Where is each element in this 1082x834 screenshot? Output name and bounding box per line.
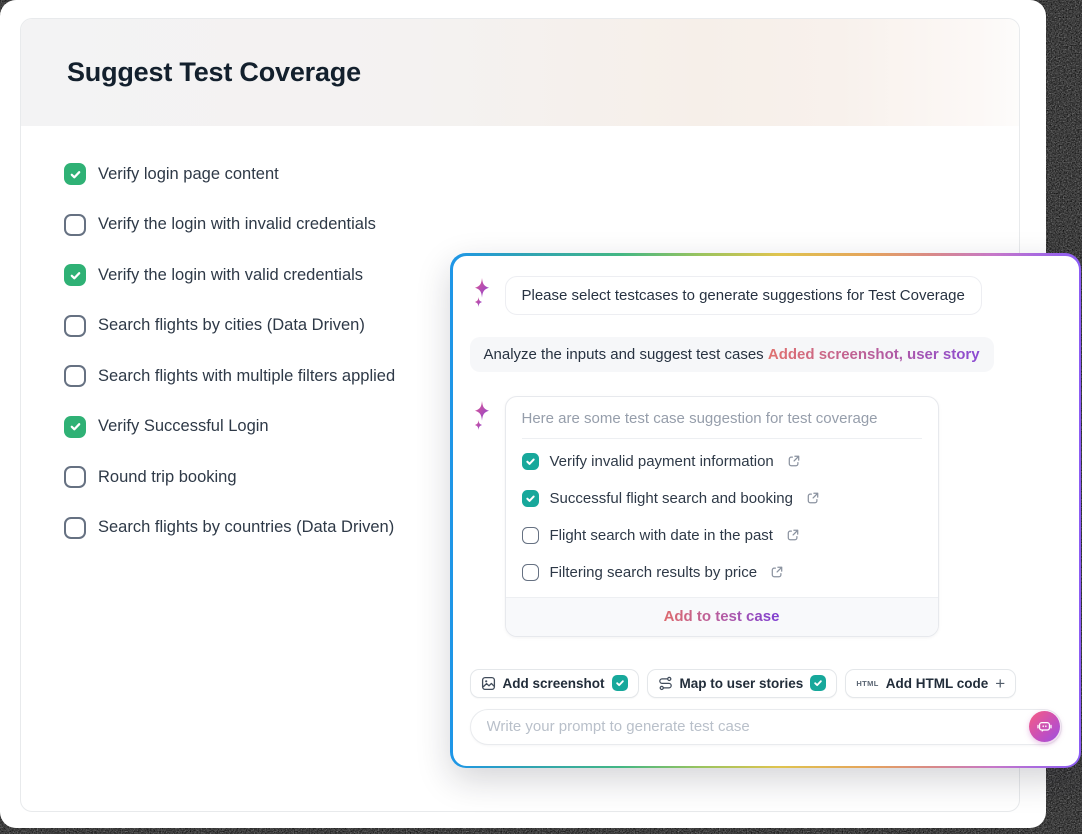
card-header: Suggest Test Coverage: [21, 19, 1019, 126]
checklist-item[interactable]: Verify login page content: [64, 163, 395, 185]
user-prompt-message: Analyze the inputs and suggest test case…: [469, 336, 994, 372]
attachment-chip-row: Add screenshot Map to user stories HTML …: [469, 668, 1062, 698]
external-link-icon[interactable]: [787, 454, 801, 468]
chip-label: Map to user stories: [679, 675, 804, 691]
checkbox[interactable]: [521, 489, 539, 507]
suggestion-card-title: Here are some test case suggestion for t…: [521, 409, 878, 427]
plus-icon[interactable]: +: [995, 673, 1006, 693]
checkbox[interactable]: [64, 516, 86, 539]
suggestion-item[interactable]: Successful flight search and booking: [521, 489, 922, 507]
checkbox[interactable]: [64, 163, 86, 185]
suggestion-item-label: Filtering search results by price: [549, 563, 758, 581]
assistant-message: Please select testcases to generate sugg…: [504, 275, 982, 315]
checklist-item[interactable]: Search flights by countries (Data Driven…: [64, 516, 395, 539]
suggestion-item[interactable]: Flight search with date in the past: [521, 526, 922, 544]
chip-label: Add screenshot: [502, 675, 605, 691]
suggestion-item-label: Successful flight search and booking: [549, 489, 793, 507]
checkbox[interactable]: [64, 314, 86, 337]
external-link-icon[interactable]: [770, 565, 784, 579]
suggestion-item-label: Verify invalid payment information: [549, 452, 774, 470]
checkbox[interactable]: [611, 675, 628, 691]
sparkles-icon: [470, 277, 496, 313]
checkbox[interactable]: [64, 415, 86, 438]
checklist-item[interactable]: Round trip booking: [64, 466, 395, 488]
checklist-item-label: Search flights with multiple filters app…: [98, 366, 396, 385]
suggestion-item[interactable]: Filtering search results by price: [521, 563, 922, 581]
checklist-item[interactable]: Verify Successful Login: [64, 415, 395, 438]
suggestion-item[interactable]: Verify invalid payment information: [521, 452, 922, 470]
page-title: Suggest Test Coverage: [67, 57, 361, 87]
screenshot-icon: [481, 676, 496, 691]
attachment-highlight: Added screenshot, user story: [767, 345, 980, 363]
checklist-item[interactable]: Verify the login with valid credentials: [64, 264, 395, 286]
prompt-row: [469, 708, 1062, 745]
user-prompt-text: Analyze the inputs and suggest test case…: [483, 345, 764, 363]
html-icon: HTML: [856, 678, 879, 688]
external-link-icon[interactable]: [786, 528, 800, 542]
add-html-code-chip[interactable]: HTML Add HTML code +: [845, 668, 1017, 698]
checklist-item[interactable]: Verify the login with invalid credential…: [64, 213, 395, 236]
add-to-test-case-button[interactable]: Add to test case: [663, 607, 780, 625]
suggestion-list: Verify invalid payment information Succe…: [506, 439, 938, 597]
prompt-input[interactable]: [469, 708, 1062, 745]
chip-label: Add HTML code: [885, 675, 989, 691]
chat-bot-icon: [1036, 718, 1053, 735]
checkbox[interactable]: [810, 675, 827, 691]
external-link-icon[interactable]: [806, 491, 820, 505]
suggestion-item-label: Flight search with date in the past: [549, 526, 773, 544]
suggestion-card: Here are some test case suggestion for t…: [504, 395, 939, 637]
send-button[interactable]: [1028, 711, 1060, 742]
checkbox[interactable]: [64, 466, 86, 488]
checkbox[interactable]: [64, 365, 86, 387]
ai-suggestion-popup: Please select testcases to generate sugg…: [450, 253, 1081, 768]
checklist-item-label: Verify login page content: [98, 164, 279, 183]
test-case-checklist: Verify login page content Verify the log…: [64, 163, 395, 567]
sparkles-icon: [470, 400, 496, 436]
checklist-item-label: Verify the login with invalid credential…: [98, 215, 376, 233]
checklist-item-label: Round trip booking: [98, 467, 237, 486]
add-screenshot-chip[interactable]: Add screenshot: [469, 668, 639, 698]
suggestion-card-footer: Add to test case: [505, 596, 938, 636]
checkbox[interactable]: [64, 264, 86, 286]
checklist-item-label: Search flights by countries (Data Driven…: [98, 518, 395, 536]
checklist-item[interactable]: Search flights by cities (Data Driven): [64, 314, 395, 337]
checklist-item-label: Verify Successful Login: [98, 417, 269, 435]
checkbox[interactable]: [521, 526, 539, 544]
divider: [521, 437, 922, 439]
checklist-item[interactable]: Search flights with multiple filters app…: [64, 365, 395, 387]
checkbox[interactable]: [521, 452, 539, 470]
checkbox[interactable]: [64, 213, 86, 236]
route-icon: [658, 676, 673, 691]
checklist-item-label: Verify the login with valid credentials: [98, 265, 364, 284]
checkbox[interactable]: [521, 563, 539, 581]
map-user-stories-chip[interactable]: Map to user stories: [646, 668, 838, 698]
checklist-item-label: Search flights by cities (Data Driven): [98, 316, 365, 334]
